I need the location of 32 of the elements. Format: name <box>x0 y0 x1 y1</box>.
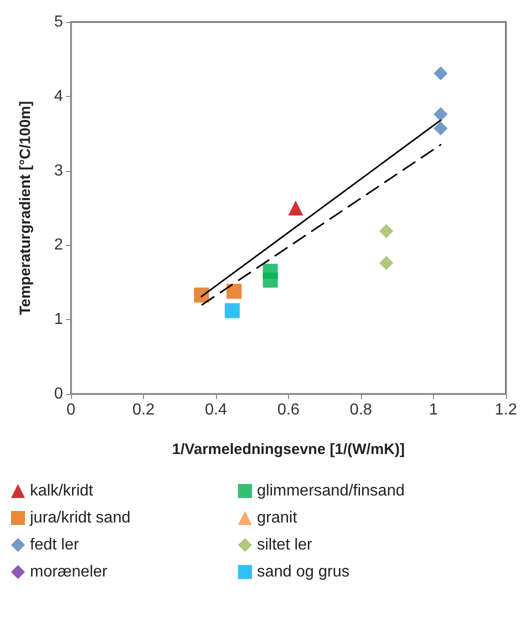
legend-label: jura/kridt sand <box>29 510 130 526</box>
point <box>224 303 240 318</box>
y-tick-label: 1 <box>54 311 64 328</box>
legend-label: siltet ler <box>257 536 313 554</box>
point <box>262 272 278 288</box>
y-tick-label: 4 <box>54 88 64 105</box>
point <box>434 121 448 136</box>
x-tick-label: 0.8 <box>350 402 372 418</box>
point <box>288 200 304 216</box>
y-tick-label: 0 <box>54 386 64 402</box>
y-tick-label: 5 <box>54 14 64 30</box>
x-tick-label: 1 <box>428 402 438 418</box>
x-tick-label: 0.2 <box>132 402 155 418</box>
legend-label: glimmersand/finsand <box>257 482 405 500</box>
y-tick-label: 3 <box>54 162 64 180</box>
legend-label: kalk/kridt <box>30 482 94 500</box>
x-tick-label: 1.2 <box>494 402 518 418</box>
x-tick-label: 0.4 <box>204 402 228 418</box>
x-tick-label: 0 <box>66 402 76 418</box>
point <box>434 66 448 80</box>
legend-label: sand og grus <box>257 564 350 580</box>
legend-label: moræneler <box>30 564 108 580</box>
y-tick-label: 2 <box>54 236 64 254</box>
x-axis-title: 1/Varmeledningsevne [1/(W/mK)] <box>172 441 405 458</box>
legend-label: fedt ler <box>30 536 80 554</box>
point <box>379 256 394 270</box>
point <box>226 284 242 299</box>
x-tick-label: 0.6 <box>277 402 300 418</box>
point <box>434 107 448 122</box>
point <box>379 224 394 238</box>
y-axis-title: Temperaturgradient [°C/100m] <box>17 100 34 316</box>
legend-label: granit <box>257 510 298 526</box>
